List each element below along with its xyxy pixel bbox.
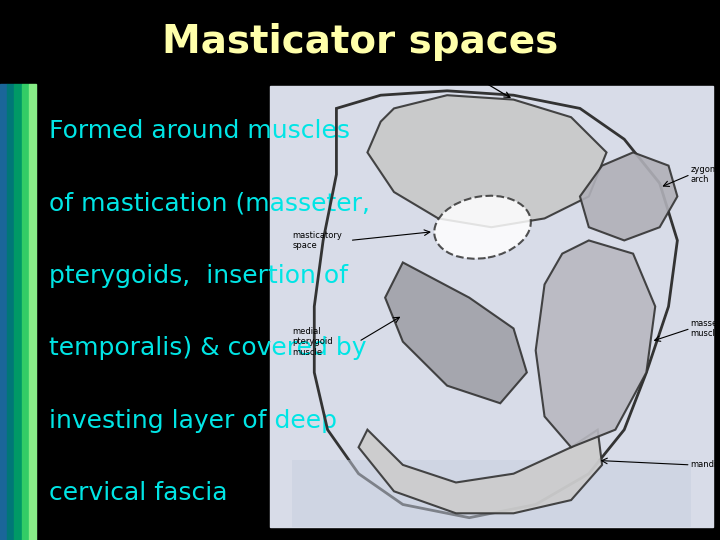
Text: temporalis: temporalis <box>412 65 464 75</box>
Polygon shape <box>580 152 678 240</box>
Polygon shape <box>536 240 655 447</box>
Text: masticatory
space: masticatory space <box>292 231 342 250</box>
Ellipse shape <box>434 195 531 259</box>
Text: of mastication (masseter,: of mastication (masseter, <box>49 191 370 215</box>
Text: zygomatic
arch: zygomatic arch <box>690 165 720 184</box>
Text: Masticator spaces: Masticator spaces <box>162 23 558 61</box>
Text: investing layer of deep: investing layer of deep <box>49 409 337 433</box>
Text: medial
pterygoid
muscle: medial pterygoid muscle <box>292 327 333 356</box>
Text: cervical fascia: cervical fascia <box>49 481 228 505</box>
Polygon shape <box>385 262 527 403</box>
Bar <box>0 84 7 540</box>
Bar <box>7 84 14 540</box>
Polygon shape <box>367 95 606 227</box>
Polygon shape <box>359 430 602 514</box>
Bar <box>0 0 720 84</box>
Text: Formed around muscles: Formed around muscles <box>49 119 350 143</box>
Text: temporalis) & covered by: temporalis) & covered by <box>49 336 366 360</box>
Bar <box>29 84 36 540</box>
Bar <box>14 84 22 540</box>
Bar <box>22 84 29 540</box>
Text: mandible: mandible <box>690 461 720 469</box>
Bar <box>270 86 713 526</box>
Text: pterygoids,  insertion of: pterygoids, insertion of <box>49 264 348 288</box>
Text: masseter
muscle: masseter muscle <box>690 319 720 338</box>
Bar <box>292 461 690 526</box>
